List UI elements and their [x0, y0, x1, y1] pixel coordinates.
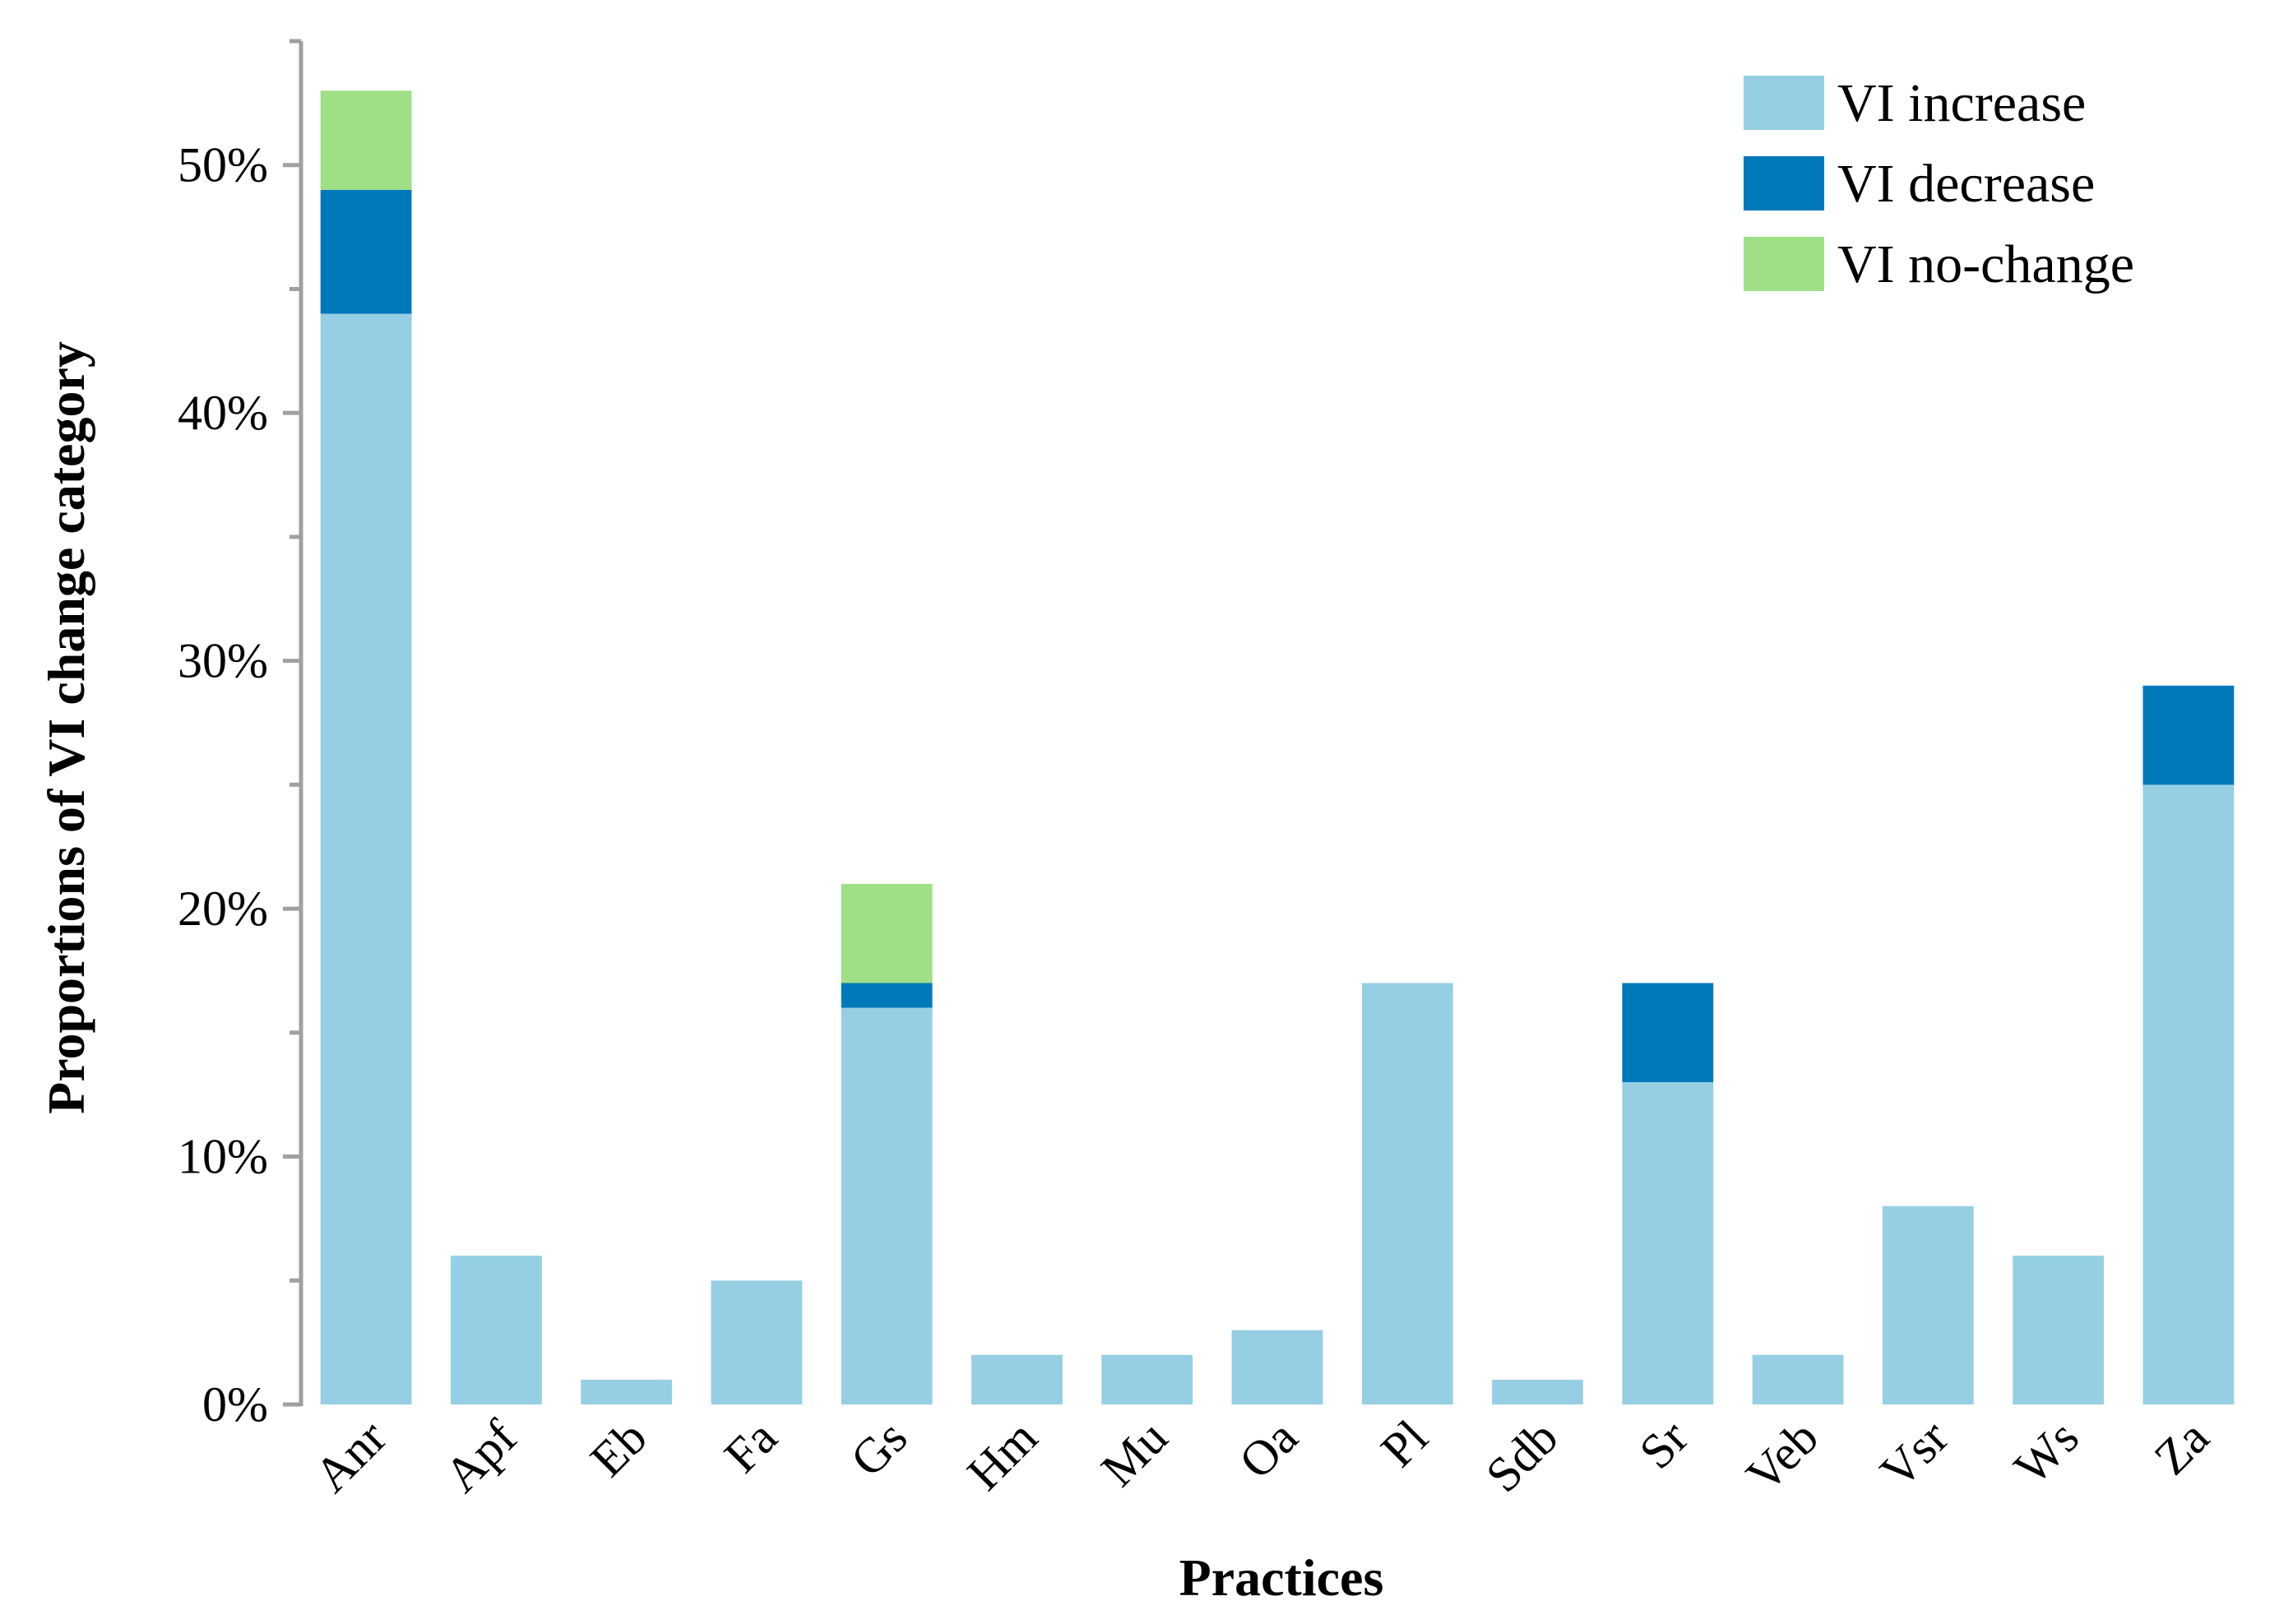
y-tick-label: 40%	[178, 386, 268, 440]
x-tick-label-mu: Mu	[1091, 1410, 1178, 1497]
x-tick-label-anr: Anr	[304, 1410, 397, 1503]
y-tick-label: 10%	[178, 1130, 268, 1184]
x-tick-label-ws: Ws	[2004, 1410, 2089, 1495]
bar-pl-vi-increase	[1361, 983, 1453, 1404]
y-ticks-group: 0% 10% 20% 30% 40% 50%	[178, 39, 301, 1432]
x-ticks-group: Anr Apf Eb Fa Gs Hm Mu Oa Pl Sdb Sr Veb Vsr Ws Za	[304, 1410, 2219, 1503]
legend-label-vi-increase: VI increase	[1837, 73, 2086, 133]
legend-label-vi-decrease: VI decrease	[1837, 154, 2095, 214]
y-tick-label: 20%	[178, 881, 268, 936]
bar-hm-vi-increase	[971, 1354, 1063, 1404]
y-tick-label: 0%	[202, 1377, 268, 1432]
x-tick-label-apf: Apf	[434, 1410, 527, 1503]
x-tick-label-vsr: Vsr	[1870, 1410, 1959, 1499]
bar-fa-vi-increase	[711, 1280, 803, 1404]
x-tick-label-gs: Gs	[841, 1410, 918, 1488]
x-tick-label-veb: Veb	[1736, 1410, 1829, 1503]
x-tick-label-fa: Fa	[714, 1410, 787, 1483]
legend-swatch-vi-no-change	[1744, 237, 1824, 291]
y-axis-title: Proportions of VI change category	[37, 341, 95, 1114]
x-tick-label-sr: Sr	[1629, 1410, 1698, 1479]
y-tick-label: 30%	[178, 634, 268, 688]
bar-anr-vi-decrease	[320, 189, 412, 314]
x-tick-label-oa: Oa	[1229, 1410, 1308, 1489]
bar-za-vi-increase	[2142, 784, 2235, 1404]
bar-veb-vi-increase	[1752, 1354, 1844, 1404]
bar-za-vi-decrease	[2142, 685, 2235, 785]
bar-sr-vi-increase	[1622, 1082, 1714, 1404]
bar-mu-vi-increase	[1101, 1354, 1193, 1404]
legend: VI increase VI decrease VI no-change	[1744, 73, 2134, 294]
bar-gs-vi-decrease	[841, 983, 933, 1008]
bar-eb-vi-increase	[581, 1379, 673, 1404]
bar-gs-vi-increase	[841, 1007, 933, 1404]
bar-vsr-vi-increase	[1882, 1205, 1974, 1404]
bar-sr-vi-decrease	[1622, 983, 1714, 1083]
y-tick-label: 50%	[178, 138, 268, 192]
bar-ws-vi-increase	[2013, 1256, 2104, 1404]
legend-swatch-vi-decrease	[1744, 156, 1824, 211]
bar-anr-vi-no-change	[320, 90, 412, 190]
bar-apf-vi-increase	[451, 1256, 542, 1404]
x-tick-label-za: Za	[2144, 1410, 2219, 1485]
legend-label-vi-no-change: VI no-change	[1837, 234, 2134, 294]
legend-swatch-vi-increase	[1744, 76, 1824, 130]
bars-group	[320, 90, 2235, 1405]
bar-gs-vi-no-change	[841, 883, 933, 983]
bar-sdb-vi-increase	[1492, 1379, 1583, 1404]
x-tick-label-hm: Hm	[957, 1410, 1047, 1501]
x-axis-title: Practices	[1179, 1548, 1384, 1607]
x-tick-label-sdb: Sdb	[1475, 1410, 1568, 1503]
x-tick-label-pl: Pl	[1370, 1410, 1438, 1478]
bar-oa-vi-increase	[1231, 1330, 1323, 1404]
bar-anr-vi-increase	[320, 313, 412, 1405]
x-tick-label-eb: Eb	[580, 1410, 657, 1488]
